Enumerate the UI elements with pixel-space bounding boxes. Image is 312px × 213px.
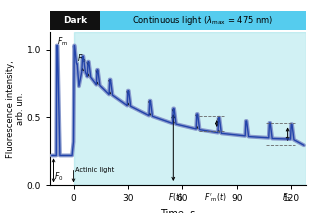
Bar xyxy=(50,11,100,30)
Text: $F'_\mathrm{m}(t)$: $F'_\mathrm{m}(t)$ xyxy=(204,191,227,204)
Bar xyxy=(74,32,306,185)
Text: Actinic light: Actinic light xyxy=(75,167,115,173)
X-axis label: Time, s: Time, s xyxy=(160,209,195,213)
Text: $F_\mathrm{p}$: $F_\mathrm{p}$ xyxy=(77,53,87,66)
Text: $F_\mathrm{m}$: $F_\mathrm{m}$ xyxy=(57,35,68,48)
Text: $F_0$: $F_0$ xyxy=(54,171,63,183)
Bar xyxy=(100,11,306,30)
Y-axis label: Fluorescence intensity,
arb. un.: Fluorescence intensity, arb. un. xyxy=(6,60,25,157)
Text: Dark: Dark xyxy=(63,16,87,25)
Bar xyxy=(50,32,74,185)
Text: $F(t)$: $F(t)$ xyxy=(168,191,183,203)
Text: Continuous light ($\lambda_\mathrm{max}$ = 475 nm): Continuous light ($\lambda_\mathrm{max}$… xyxy=(132,14,274,27)
Text: $F_\mathrm{T}$: $F_\mathrm{T}$ xyxy=(282,191,292,204)
